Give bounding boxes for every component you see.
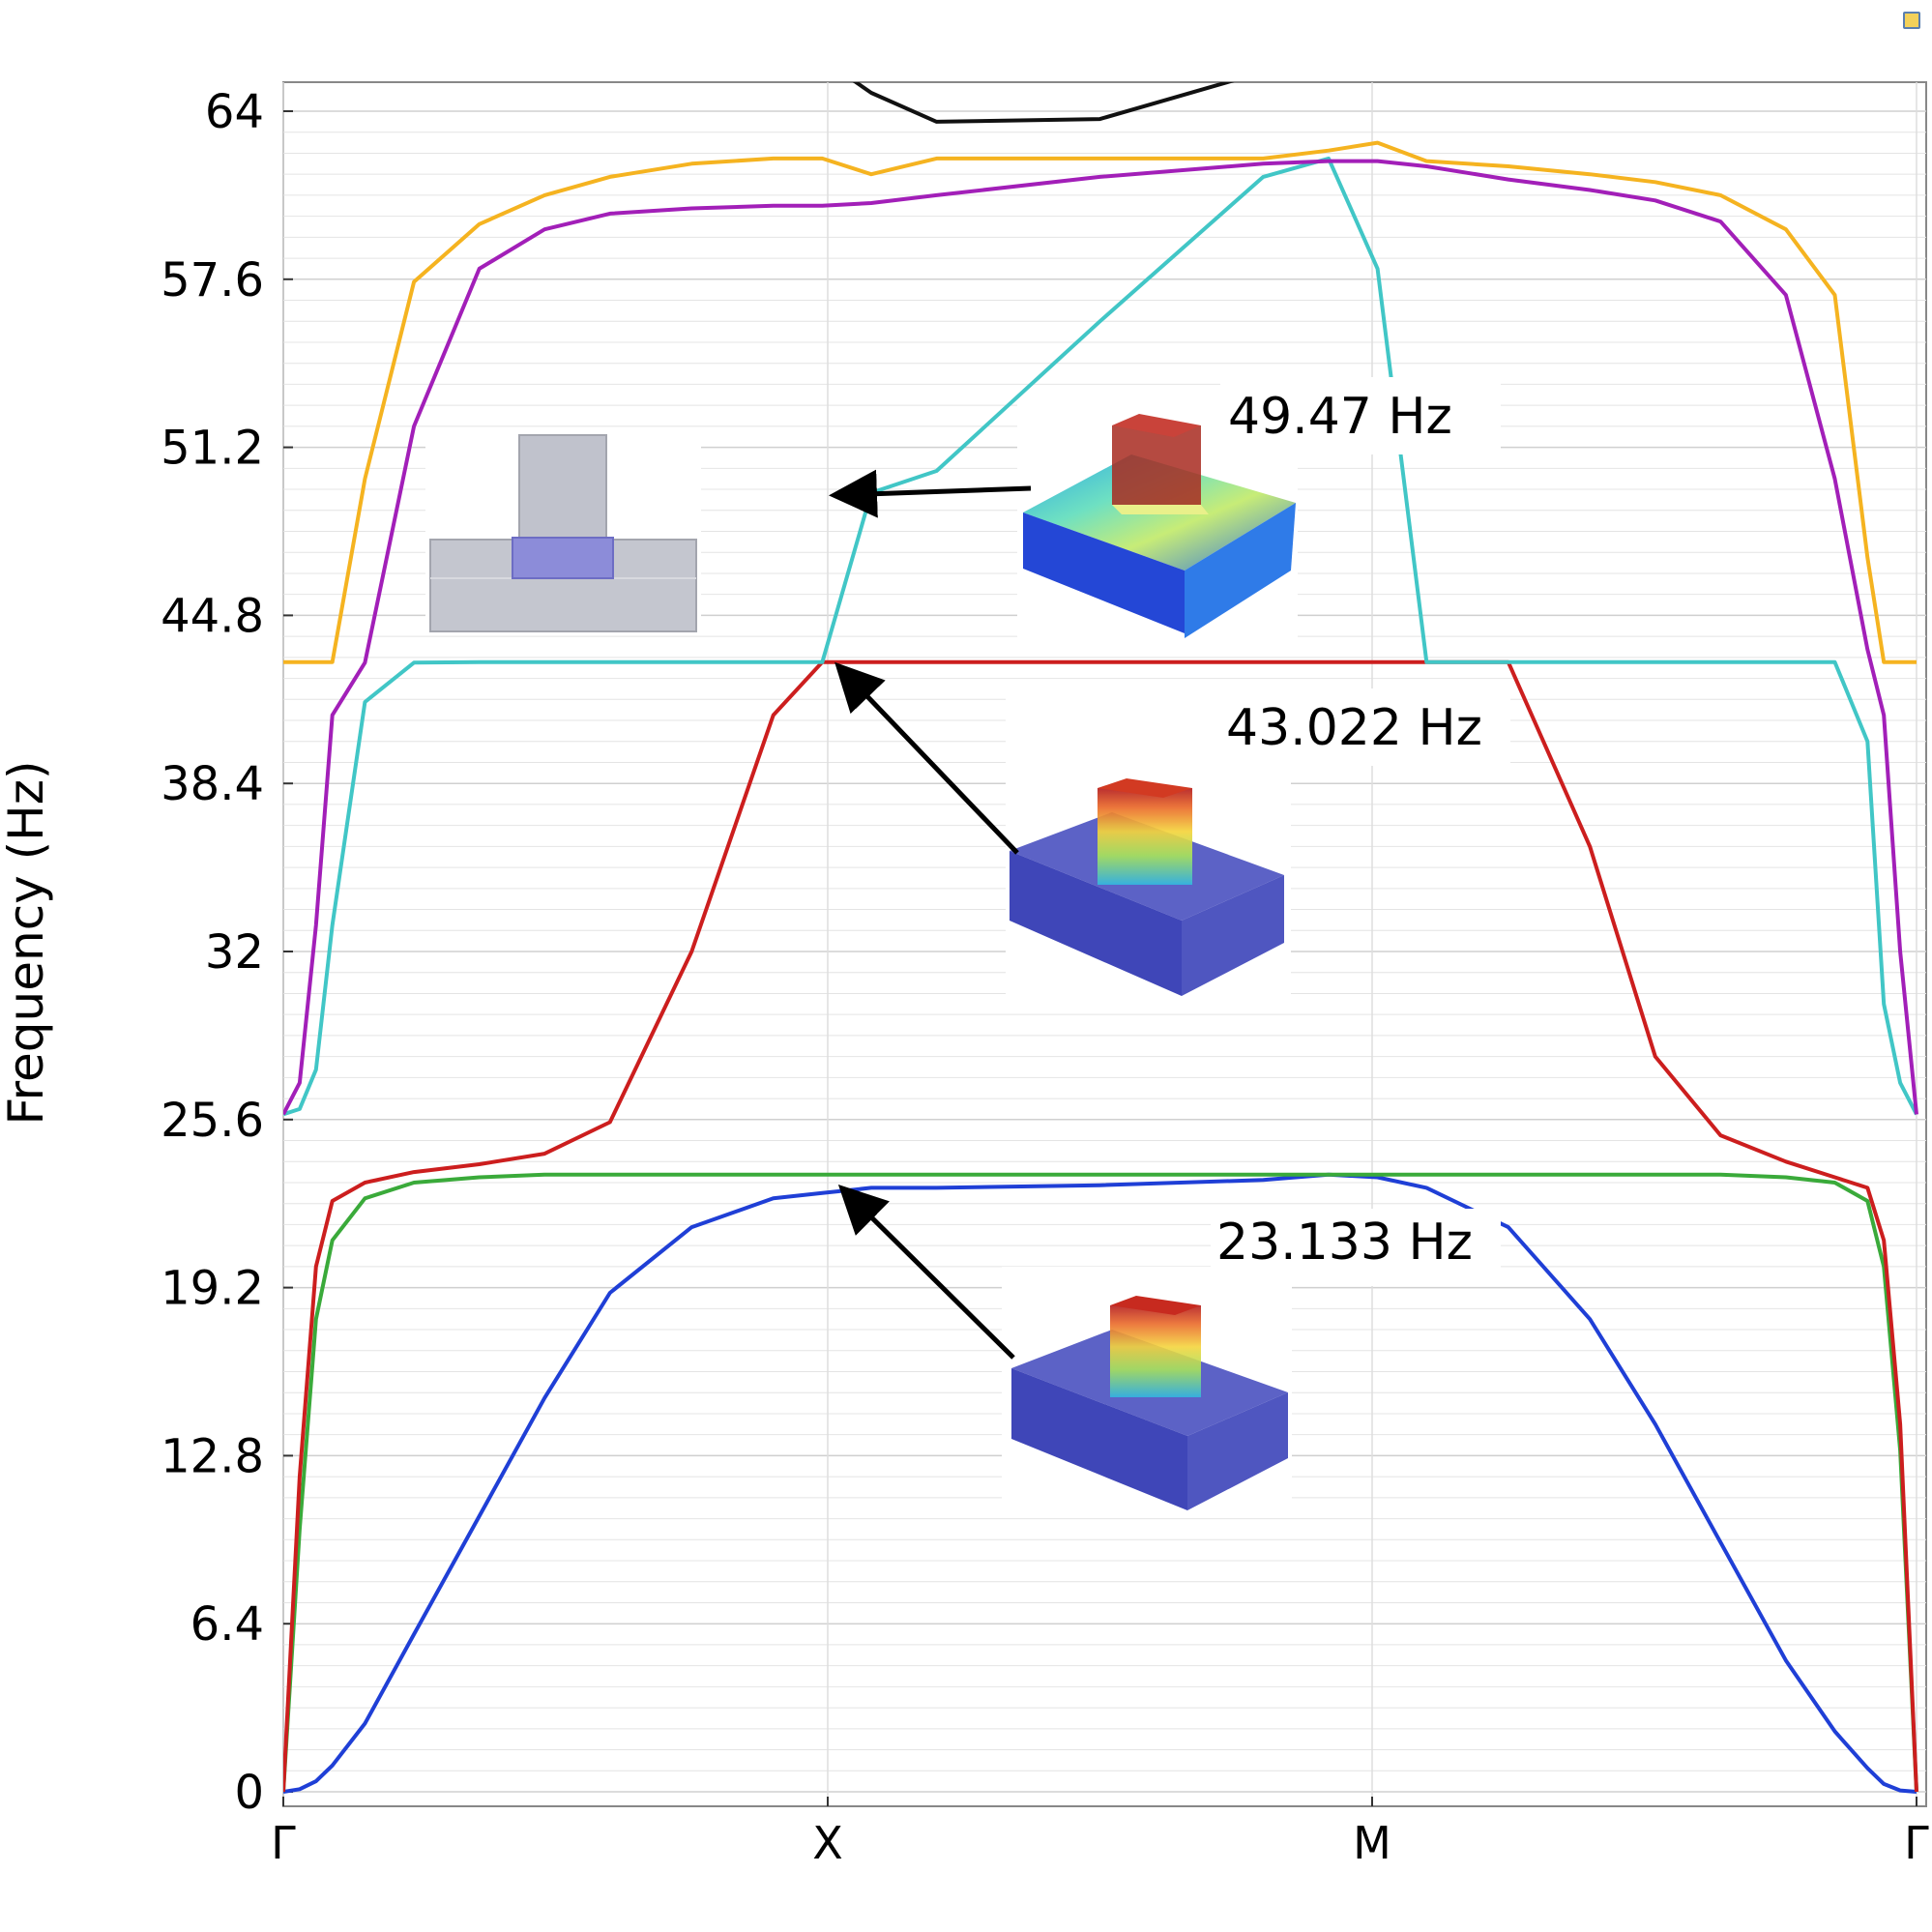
series-line-5 (283, 159, 1918, 1116)
x-tick-label: Γ (1904, 1817, 1929, 1869)
x-tick-label: X (812, 1817, 843, 1869)
series-line-2 (283, 1172, 1918, 1793)
arrow-43-hz (834, 661, 1019, 855)
x-tick-label: M (1353, 1817, 1391, 1869)
y-axis-ticks: 0 6.4 12.8 19.2 25.6 32 38.4 44.8 51.2 57.6 64 (161, 85, 293, 1820)
annotation-label-49-hz: 49.47 Hz (1228, 388, 1452, 446)
y-tick-label: 64 (205, 85, 264, 139)
y-tick-label: 44.8 (161, 589, 264, 643)
y-tick-label: 0 (234, 1766, 264, 1820)
y-tick-label: 25.6 (161, 1094, 264, 1148)
series-line-4 (283, 156, 1918, 1117)
y-tick-label: 19.2 (161, 1262, 264, 1316)
annotation-label-43-hz: 43.022 Hz (1226, 699, 1482, 757)
annotation-label-23-hz: 23.133 Hz (1216, 1214, 1473, 1272)
unit-cell-inset (425, 434, 701, 633)
y-tick-label: 32 (205, 925, 264, 980)
plot-window-icon[interactable] (1903, 12, 1920, 29)
dispersion-curves (283, 82, 1918, 1794)
y-tick-label: 38.4 (161, 757, 264, 811)
arrow-49-hz (829, 469, 1032, 518)
y-tick-label: 51.2 (161, 422, 264, 476)
mode-shape-23-inset (1002, 1267, 1292, 1513)
y-tick-label: 12.8 (161, 1429, 264, 1483)
arrow-23-hz (837, 1184, 1015, 1360)
series-line-1 (283, 1172, 1917, 1794)
series-line-6 (283, 140, 1917, 664)
y-axis-label: Frequency (Hz) (0, 760, 54, 1125)
x-tick-label: Γ (271, 1817, 296, 1869)
y-tick-label: 6.4 (190, 1597, 264, 1652)
series-line-3 (283, 659, 1918, 1793)
y-tick-label: 57.6 (161, 253, 264, 307)
series-line-7 (852, 82, 1235, 124)
annotation-arrows (829, 469, 1032, 1360)
